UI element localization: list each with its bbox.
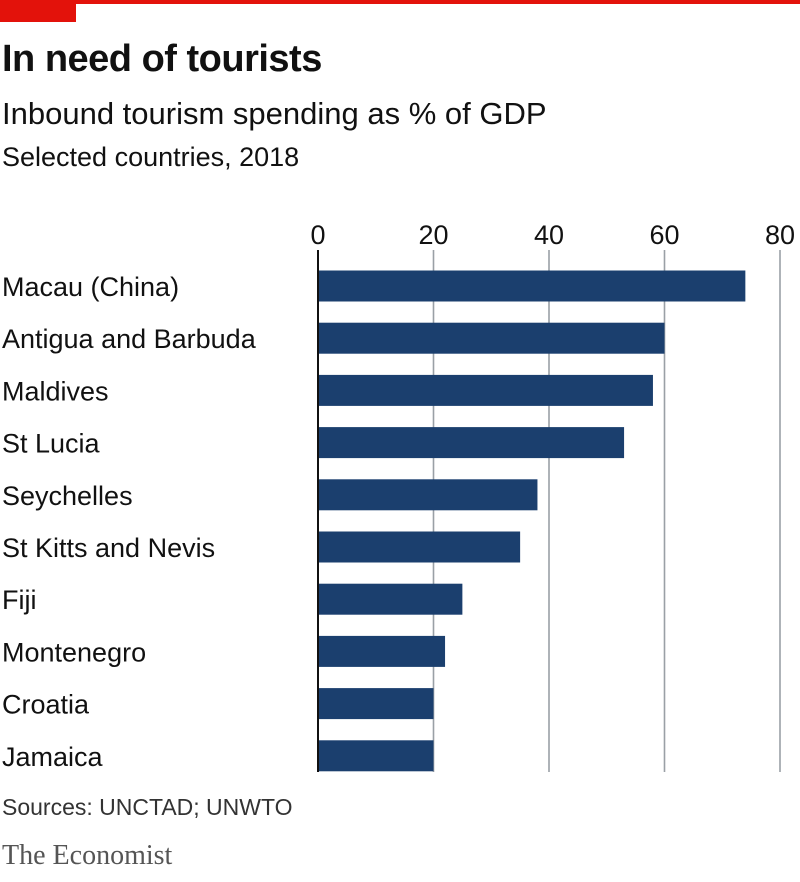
source-note: Sources: UNCTAD; UNWTO [2, 794, 293, 820]
top-rule [0, 0, 800, 4]
x-tick-label: 40 [534, 220, 564, 250]
bar [318, 635, 446, 667]
bar [318, 531, 521, 563]
x-tick-label: 80 [765, 220, 795, 250]
category-label: Antigua and Barbuda [2, 324, 257, 354]
category-label: Montenegro [2, 637, 146, 667]
bar [318, 322, 665, 354]
category-label: Macau (China) [2, 272, 179, 302]
x-tick-label: 0 [310, 220, 325, 250]
category-label: Croatia [2, 690, 90, 720]
bar [318, 583, 463, 615]
bar [318, 688, 434, 720]
bar [318, 374, 653, 406]
brand-tab [0, 0, 76, 22]
category-label: St Kitts and Nevis [2, 533, 215, 563]
x-tick-label: 20 [418, 220, 448, 250]
category-label: St Lucia [2, 429, 101, 459]
bar [318, 479, 538, 511]
category-label: Jamaica [2, 742, 104, 772]
category-label: Fiji [2, 585, 37, 615]
chart-title: In need of tourists [2, 38, 322, 80]
x-tick-label: 60 [649, 220, 679, 250]
bar [318, 270, 746, 302]
bar [318, 427, 625, 459]
category-label: Seychelles [2, 481, 133, 511]
chart-note: Selected countries, 2018 [2, 142, 300, 172]
bar [318, 740, 434, 772]
category-label: Maldives [2, 376, 109, 406]
chart-subtitle: Inbound tourism spending as % of GDP [2, 96, 547, 131]
bar-chart: 0 20 40 60 80 Macau (China) Antigua and Barbud… [2, 220, 795, 772]
brand-wordmark: The Economist [2, 840, 173, 871]
